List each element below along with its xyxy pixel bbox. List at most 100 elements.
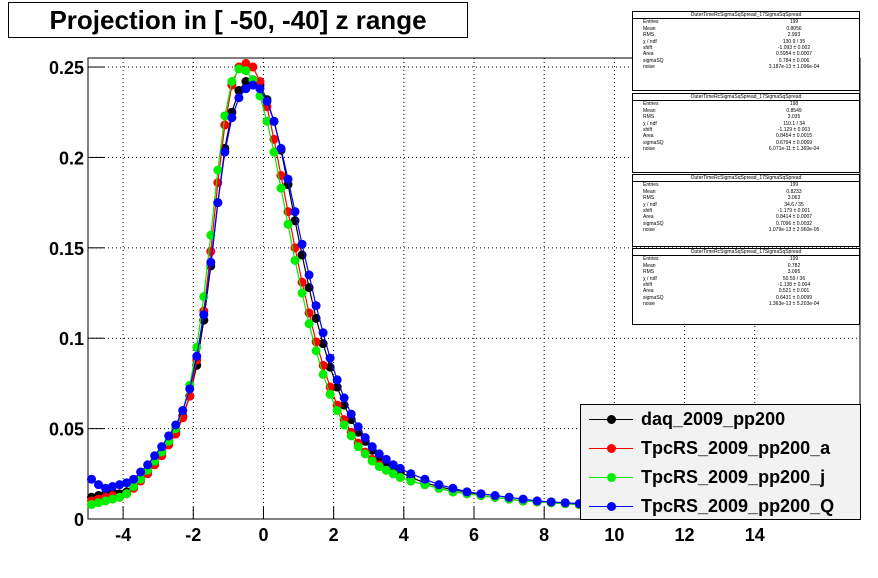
data-series xyxy=(87,58,584,510)
data-point xyxy=(87,500,97,510)
data-point xyxy=(227,113,237,123)
data-point xyxy=(101,483,111,493)
stats-key: RMS xyxy=(643,32,655,39)
stats-key: noise xyxy=(643,146,655,153)
data-point xyxy=(420,474,430,484)
stats-row: noise 1.363e-13 ± 5.203e-04 xyxy=(633,301,859,307)
stats-key: Entries xyxy=(643,256,659,263)
data-point xyxy=(448,483,458,493)
legend-marker-tpcrs-q xyxy=(581,492,641,521)
data-point xyxy=(269,116,279,126)
stats-value: -1.179 ± 0.001 xyxy=(777,208,811,215)
y-tick-label: 0 xyxy=(74,510,84,530)
data-point xyxy=(381,454,391,464)
stats-key: sigmaSQ xyxy=(643,220,664,227)
axes: -4 -2 0 2 4 6 8 10 12 14 0 0.05 0.1 0.15 0.2 0.25 xyxy=(49,58,765,545)
stats-key: shift xyxy=(643,127,653,134)
stats-value: 0.8233 xyxy=(786,188,802,195)
data-point xyxy=(395,463,405,473)
stats-value: -1.129 ± 0.003 xyxy=(777,127,811,134)
y-tick-label: 0.05 xyxy=(49,420,84,440)
data-point xyxy=(346,409,356,419)
stats-value: 0.6431 ± 0.0099 xyxy=(775,294,813,301)
stats-box: OuterTimeRcSigmaSqSpread_17SigmaSqSpread… xyxy=(632,11,860,91)
data-point xyxy=(213,165,223,175)
y-tick-label: 0.15 xyxy=(49,239,84,259)
stats-row: Entries 199 xyxy=(633,256,859,262)
series-line xyxy=(91,62,580,506)
data-point xyxy=(332,406,342,416)
legend-entry-tpcrs-q: TpcRS_2009_pp200_Q xyxy=(581,492,860,521)
stats-key: RMS xyxy=(643,114,655,121)
data-point xyxy=(94,498,104,508)
stats-key: Entries xyxy=(643,182,659,189)
data-point xyxy=(199,310,209,320)
data-point xyxy=(241,66,251,76)
stats-key: Area xyxy=(643,288,654,295)
data-point xyxy=(220,120,230,130)
data-point xyxy=(241,77,251,87)
stats-row: sigmaSQ 0.7096 ± 0.0032 xyxy=(633,221,859,227)
legend: daq_2009_pp200 TpcRS_2009_pp200_a TpcRS_… xyxy=(580,404,861,520)
stats-value: 0.8056 xyxy=(786,25,802,32)
data-point xyxy=(560,498,570,508)
data-point xyxy=(353,442,363,452)
stats-row: shift -1.129 ± 0.003 xyxy=(633,127,859,133)
stats-box-header: OuterTimeRcSigmaSqSpread_17SigmaSqSpread xyxy=(633,175,859,183)
stats-value: 0.784 ± 0.006 xyxy=(778,57,810,64)
stats-key: Entries xyxy=(643,19,659,26)
data-point xyxy=(87,474,97,484)
stats-row: noise 3.187e-13 ± 1.096e-04 xyxy=(633,64,859,70)
data-point xyxy=(318,369,328,379)
data-point xyxy=(283,219,293,229)
x-tick-label: 2 xyxy=(329,525,339,545)
stats-value: 6.071e-11 ± 1.369e-04 xyxy=(768,146,820,153)
legend-marker-daq xyxy=(581,405,641,434)
data-point xyxy=(129,481,139,491)
stats-value: 0.6794 ± 0.0069 xyxy=(775,139,813,146)
series-1 xyxy=(87,58,584,510)
data-point xyxy=(220,147,230,157)
x-tick-label: -4 xyxy=(115,525,131,545)
data-point xyxy=(248,80,258,90)
stats-key: RMS xyxy=(643,195,655,202)
stats-value: 0.8414 ± 0.0007 xyxy=(775,214,813,221)
data-point xyxy=(490,490,500,500)
data-point xyxy=(269,147,279,157)
x-tick-label: 8 xyxy=(539,525,549,545)
data-point xyxy=(504,492,514,502)
stats-key: χ / ndf xyxy=(643,120,657,127)
legend-entry-tpcrs-a: TpcRS_2009_pp200_a xyxy=(581,434,860,463)
stats-key: Area xyxy=(643,51,654,58)
x-tick-label: 10 xyxy=(604,525,624,545)
data-point xyxy=(129,474,139,484)
stats-row: sigmaSQ 0.784 ± 0.006 xyxy=(633,58,859,64)
data-point xyxy=(101,496,111,506)
stats-key: noise xyxy=(643,227,655,234)
stats-row: Entries 199 xyxy=(633,19,859,25)
data-point xyxy=(476,489,486,499)
data-point xyxy=(311,346,321,356)
stats-value: 0.782 xyxy=(787,262,801,269)
stats-value: 3.063 xyxy=(787,195,801,202)
stats-value: 1.363e-13 ± 5.203e-04 xyxy=(768,301,820,308)
stats-key: sigmaSQ xyxy=(643,139,664,146)
data-point xyxy=(136,467,146,477)
data-point xyxy=(108,494,118,504)
stats-row: χ / ndf 50.59 / 36 xyxy=(633,276,859,282)
data-point xyxy=(122,489,132,499)
stats-value: 3.095 xyxy=(787,269,801,276)
data-point xyxy=(388,460,398,470)
stats-row: noise 1.079e-13 ± 2.960e-05 xyxy=(633,227,859,233)
data-point xyxy=(283,174,293,184)
data-point xyxy=(388,469,398,479)
data-point xyxy=(143,460,153,470)
stats-value: 50.59 / 36 xyxy=(782,275,806,282)
data-point xyxy=(115,480,125,490)
stats-box-header: OuterTimeRcSigmaSqSpread_17SigmaSqSpread xyxy=(633,94,859,102)
stats-key: Mean xyxy=(643,262,656,269)
data-point xyxy=(532,496,542,506)
data-point xyxy=(213,198,223,208)
stats-value: 0.8549 xyxy=(786,107,802,114)
data-point xyxy=(262,96,272,106)
